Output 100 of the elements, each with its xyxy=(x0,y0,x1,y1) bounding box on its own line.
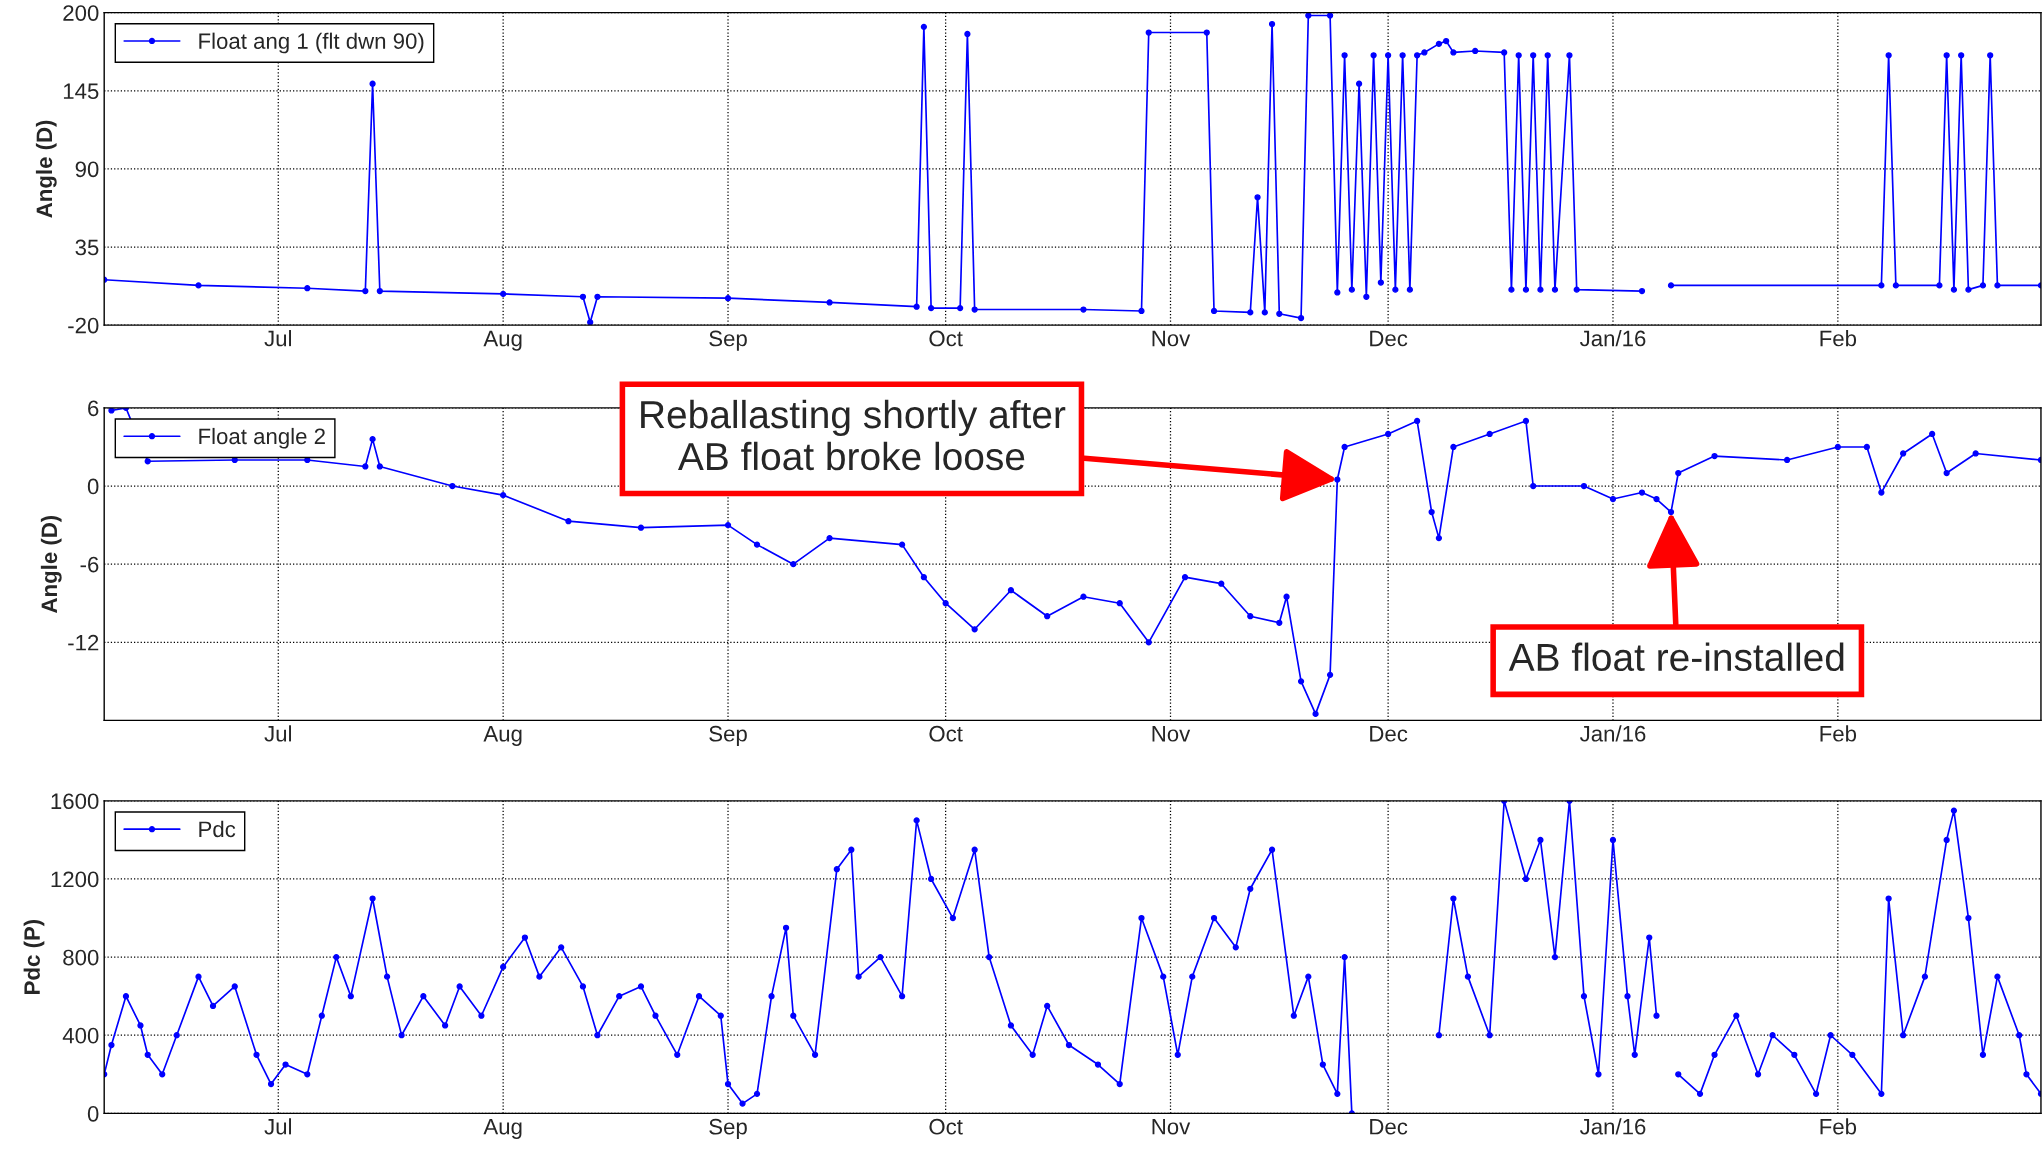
x-tick-label: Dec xyxy=(1370,330,1408,347)
point xyxy=(1145,639,1152,646)
point xyxy=(1218,580,1225,587)
point xyxy=(1638,489,1646,496)
annotation: Reballasting shortly after AB float broke loose xyxy=(641,399,1066,471)
point xyxy=(1080,593,1087,600)
point xyxy=(1428,508,1435,516)
point xyxy=(1943,469,1950,477)
point xyxy=(1783,456,1791,464)
legend-label: Float ang 1 (flt dwn 90) xyxy=(199,32,424,54)
point xyxy=(1334,476,1341,483)
point xyxy=(942,600,949,607)
legend-label: Pdc xyxy=(199,820,236,838)
point xyxy=(108,407,115,414)
point xyxy=(565,518,572,525)
y-axis-title: Angle (D) xyxy=(35,120,57,218)
point xyxy=(1486,430,1493,438)
point xyxy=(1116,600,1123,607)
point xyxy=(637,524,645,531)
point xyxy=(1863,443,1870,451)
point xyxy=(1609,495,1617,503)
point xyxy=(1247,613,1254,620)
x-tick-label: Jul xyxy=(264,1118,291,1135)
point xyxy=(724,521,732,529)
x-tick-label: Jan/16 xyxy=(1579,1118,1646,1135)
point xyxy=(376,463,383,470)
y-tick-label: 800 xyxy=(63,949,99,966)
point xyxy=(1711,452,1718,460)
point xyxy=(1276,619,1283,626)
x-tick-label: Aug xyxy=(483,330,522,351)
x-tick-label: Feb xyxy=(1820,725,1857,742)
point xyxy=(1834,443,1841,451)
point xyxy=(1283,593,1290,600)
point xyxy=(790,561,797,568)
x-tick-label: Sep xyxy=(709,725,747,746)
x-tick-label: Jul xyxy=(264,725,291,742)
point xyxy=(1929,430,1936,438)
y-tick-label: 0 xyxy=(87,1105,99,1122)
point xyxy=(1007,587,1015,594)
point xyxy=(1341,443,1348,451)
x-tick-label: Dec xyxy=(1370,1119,1408,1135)
point xyxy=(362,463,369,470)
x-tick-label: Oct xyxy=(929,1118,963,1135)
point xyxy=(1413,417,1421,425)
x-tick-label: Feb xyxy=(1820,330,1857,347)
point xyxy=(369,436,376,443)
annotation: AB float re-installed xyxy=(1508,642,1844,672)
point xyxy=(1044,613,1051,620)
x-tick-label: Jan/16 xyxy=(1579,330,1646,347)
y-tick-label: -12 xyxy=(68,634,99,651)
x-tick-label: Nov xyxy=(1152,1119,1191,1135)
point xyxy=(1530,482,1537,490)
point xyxy=(1181,574,1189,581)
x-tick-label: Oct xyxy=(929,725,963,742)
y-tick-label: 145 xyxy=(63,83,99,100)
point xyxy=(1450,443,1457,451)
point xyxy=(898,541,906,548)
point xyxy=(753,541,761,548)
point xyxy=(826,534,833,542)
x-tick-label: Nov xyxy=(1152,726,1191,742)
y-tick-label: 200 xyxy=(63,5,99,21)
y-tick-label: 400 xyxy=(62,1027,99,1044)
point xyxy=(1435,534,1443,542)
x-tick-label: Jul xyxy=(264,330,291,347)
point xyxy=(1878,489,1885,496)
y-tick-label: -20 xyxy=(68,317,99,334)
y-tick-label: 90 xyxy=(75,161,99,178)
y-tick-label: 6 xyxy=(88,400,99,417)
point xyxy=(1580,482,1588,490)
point xyxy=(1675,469,1682,477)
legend-label: Float angle 2 xyxy=(199,427,325,449)
point xyxy=(1326,671,1334,678)
y-axis-title: Pdc (P) xyxy=(23,919,45,994)
x-tick-label: Sep xyxy=(709,1118,747,1139)
x-tick-label: Oct xyxy=(929,330,963,347)
y-tick-label: 1200 xyxy=(51,871,99,888)
y-axis-title: Angle (D) xyxy=(40,515,62,613)
point xyxy=(1522,417,1530,425)
x-tick-label: Aug xyxy=(483,1119,522,1139)
point xyxy=(500,492,507,499)
point xyxy=(971,626,978,633)
y-tick-label: 1600 xyxy=(51,793,99,810)
point xyxy=(1653,495,1660,503)
x-tick-label: Dec xyxy=(1370,726,1408,742)
x-tick-label: Aug xyxy=(483,726,522,746)
point xyxy=(449,482,456,490)
point xyxy=(1667,508,1675,516)
point xyxy=(144,458,151,465)
y-tick-label: 35 xyxy=(75,239,99,256)
x-tick-label: Nov xyxy=(1152,330,1191,347)
y-tick-label: 0 xyxy=(87,478,99,495)
point xyxy=(1972,450,1979,457)
x-tick-label: Jan/16 xyxy=(1579,725,1646,742)
point xyxy=(1384,430,1392,438)
y-tick-label: -6 xyxy=(80,556,99,573)
point xyxy=(920,574,927,581)
point xyxy=(1312,710,1319,718)
x-tick-label: Sep xyxy=(709,330,747,351)
point xyxy=(1297,678,1305,685)
point xyxy=(1900,450,1907,457)
